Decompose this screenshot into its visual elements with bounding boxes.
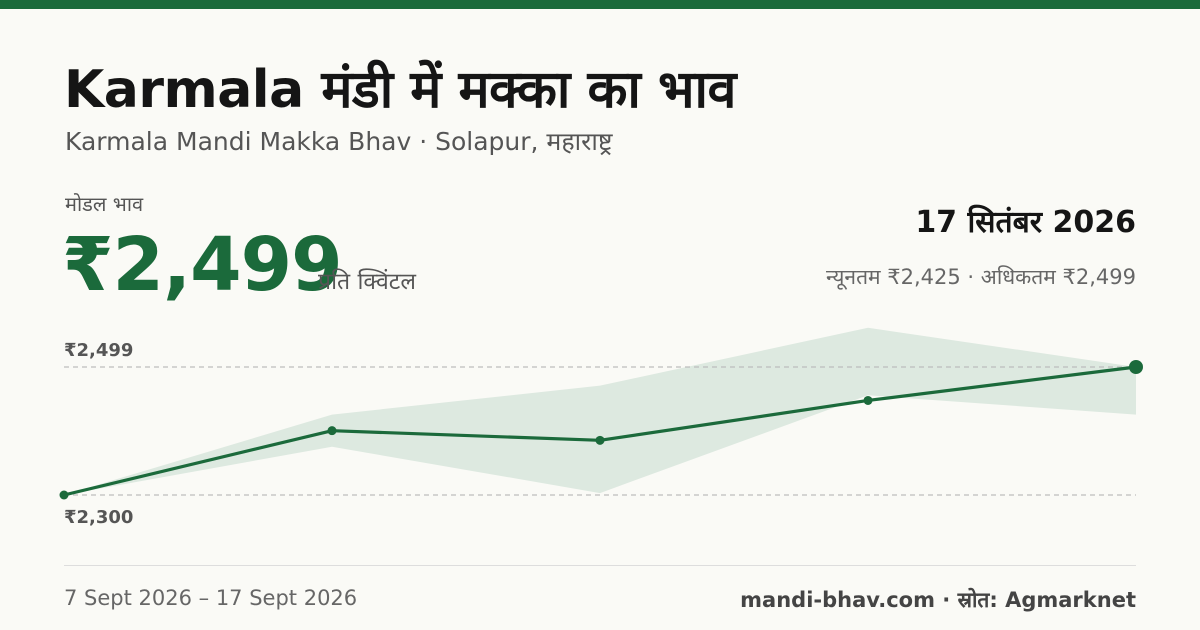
footer-divider — [64, 565, 1136, 566]
price-value: ₹2,499 — [62, 222, 343, 308]
reference-label-low: ₹2,300 — [64, 507, 133, 528]
footer-source: mandi-bhav.com · स्रोत: Agmarknet — [740, 588, 1136, 612]
data-point — [863, 395, 873, 405]
price-unit: प्रति क्विंटल — [318, 269, 416, 295]
reference-label-high: ₹2,499 — [64, 340, 133, 361]
footer-date-range: 7 Sept 2026 – 17 Sept 2026 — [64, 586, 358, 610]
min-max-band — [64, 327, 1136, 495]
data-point — [59, 490, 69, 500]
page-subtitle: Karmala Mandi Makka Bhav · Solapur, महार… — [65, 127, 613, 156]
price-date: 17 सितंबर 2026 — [915, 205, 1136, 240]
price-label: मोडल भाव — [65, 192, 144, 216]
page-title: Karmala मंडी में मक्का का भाव — [64, 60, 736, 120]
data-point — [327, 426, 337, 436]
latest-point — [1129, 360, 1143, 374]
top-accent-bar — [0, 0, 1200, 9]
price-range: न्यूनतम ₹2,425 · अधिकतम ₹2,499 — [826, 265, 1136, 289]
data-point — [595, 435, 605, 445]
